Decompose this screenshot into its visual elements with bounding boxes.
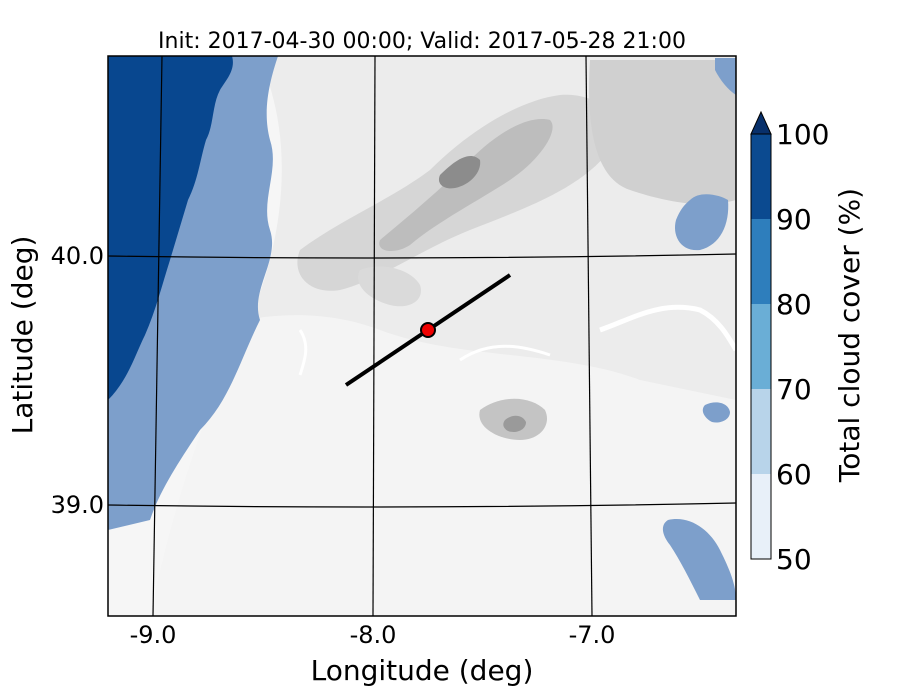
colorbar-segment-50-60 <box>751 474 771 559</box>
y-tick-label: 39.0 <box>51 491 104 519</box>
colorbar-extend-triangle <box>750 110 772 135</box>
northeast-highland <box>589 60 736 205</box>
cloud-patch-east <box>675 194 729 251</box>
cloud-patch-northeast <box>715 58 736 95</box>
plot-title: Init: 2017-04-30 00:00; Valid: 2017-05-2… <box>158 29 686 54</box>
colorbar-tick-label: 70 <box>776 373 812 406</box>
parallel-line <box>108 253 736 259</box>
cloud-cover-high-ocean <box>108 56 233 400</box>
colorbar-segment-80-90 <box>751 219 771 304</box>
mountain-peak <box>438 155 481 189</box>
cloud-patch-southeast <box>662 519 736 600</box>
map-panel <box>108 56 736 616</box>
colorbar-tick-label: 50 <box>776 543 812 576</box>
colorbar-label: Total cloud cover (%) <box>833 188 866 483</box>
x-axis-label: Longitude (deg) <box>311 654 534 687</box>
parallel-line <box>108 502 736 508</box>
y-tick-label: 40.0 <box>51 242 104 270</box>
southern-hill-peak <box>503 415 526 432</box>
colorbar-tick-label: 80 <box>776 288 812 321</box>
river-tributary <box>459 344 551 362</box>
colorbar-tick-label: 100 <box>776 118 829 151</box>
map-frame <box>107 55 737 617</box>
x-tick-label: -8.0 <box>350 621 397 649</box>
colorbar-tick-label: 90 <box>776 203 812 236</box>
lowland-region <box>108 315 736 616</box>
colorbar-segment-60-70 <box>751 389 771 474</box>
y-axis-label: Latitude (deg) <box>6 236 39 435</box>
colorbar-segment-70-80 <box>751 304 771 389</box>
x-tick-label: -7.0 <box>569 621 616 649</box>
colorbar-frame <box>750 133 772 560</box>
x-tick-label: -9.0 <box>130 621 177 649</box>
location-marker <box>420 322 436 338</box>
graticule <box>108 56 736 616</box>
meridian-line <box>585 56 593 616</box>
river-west <box>298 329 308 376</box>
mountain-ridge-mid <box>379 119 553 252</box>
meridian-line <box>152 56 163 616</box>
colorbar: 50 60 70 80 90 100 Total cloud cover (%) <box>750 110 866 576</box>
river <box>599 304 736 352</box>
meridian-line <box>372 56 376 616</box>
cloud-patch-east-mid <box>702 402 730 423</box>
colorbar-segment-90-100 <box>751 134 771 219</box>
colorbar-tick-label: 60 <box>776 458 812 491</box>
